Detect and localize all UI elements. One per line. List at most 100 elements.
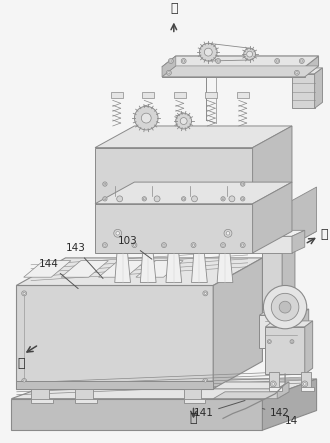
Polygon shape xyxy=(252,126,292,204)
Text: 142: 142 xyxy=(262,408,290,419)
Circle shape xyxy=(102,243,107,248)
Circle shape xyxy=(296,72,298,74)
Circle shape xyxy=(222,198,224,200)
Circle shape xyxy=(267,340,271,344)
Circle shape xyxy=(117,196,123,202)
Circle shape xyxy=(247,51,252,57)
Circle shape xyxy=(170,60,172,62)
Polygon shape xyxy=(292,68,322,74)
Circle shape xyxy=(291,341,293,342)
Polygon shape xyxy=(61,260,108,277)
Polygon shape xyxy=(265,327,305,374)
Polygon shape xyxy=(292,230,305,253)
Circle shape xyxy=(216,58,220,63)
Polygon shape xyxy=(162,56,318,67)
Circle shape xyxy=(183,198,185,200)
Circle shape xyxy=(221,197,225,201)
Circle shape xyxy=(104,183,106,185)
Polygon shape xyxy=(282,246,295,317)
Circle shape xyxy=(301,60,303,62)
Circle shape xyxy=(241,182,245,186)
Polygon shape xyxy=(259,315,299,349)
Circle shape xyxy=(104,244,106,246)
Circle shape xyxy=(220,243,225,248)
Text: 14: 14 xyxy=(285,416,298,426)
Polygon shape xyxy=(237,93,248,98)
Polygon shape xyxy=(16,381,213,389)
Polygon shape xyxy=(95,126,292,148)
Circle shape xyxy=(304,383,306,385)
Polygon shape xyxy=(162,56,176,77)
Circle shape xyxy=(294,70,299,75)
Polygon shape xyxy=(265,321,313,327)
Circle shape xyxy=(141,113,151,123)
Circle shape xyxy=(143,198,145,200)
Circle shape xyxy=(176,113,191,129)
Polygon shape xyxy=(314,68,322,108)
Circle shape xyxy=(134,106,158,130)
Text: 前: 前 xyxy=(17,358,25,370)
Text: 下: 下 xyxy=(190,412,197,425)
Circle shape xyxy=(270,381,276,387)
Polygon shape xyxy=(217,243,233,283)
Polygon shape xyxy=(11,399,262,430)
Text: 103: 103 xyxy=(118,236,152,259)
Polygon shape xyxy=(31,399,53,403)
Circle shape xyxy=(204,292,207,295)
Polygon shape xyxy=(166,243,182,283)
Text: 144: 144 xyxy=(39,259,78,288)
Polygon shape xyxy=(16,285,213,389)
Circle shape xyxy=(192,244,195,246)
Text: 143: 143 xyxy=(66,243,103,279)
Polygon shape xyxy=(31,389,49,400)
Polygon shape xyxy=(292,74,314,108)
Polygon shape xyxy=(11,379,316,399)
Circle shape xyxy=(224,229,232,237)
Circle shape xyxy=(191,243,196,248)
Circle shape xyxy=(163,244,165,246)
Polygon shape xyxy=(162,66,318,77)
Circle shape xyxy=(276,60,278,62)
Polygon shape xyxy=(162,56,318,67)
Polygon shape xyxy=(75,399,97,403)
Polygon shape xyxy=(262,246,295,253)
Circle shape xyxy=(271,293,299,321)
Circle shape xyxy=(166,70,171,75)
Polygon shape xyxy=(162,67,305,77)
Circle shape xyxy=(226,232,230,235)
Polygon shape xyxy=(252,230,305,236)
Polygon shape xyxy=(95,204,252,253)
Polygon shape xyxy=(269,387,282,391)
Text: 141: 141 xyxy=(193,400,245,419)
Circle shape xyxy=(244,48,255,60)
Polygon shape xyxy=(252,231,316,253)
Polygon shape xyxy=(142,93,154,98)
Circle shape xyxy=(133,244,136,246)
Circle shape xyxy=(116,232,119,235)
Circle shape xyxy=(302,381,308,387)
Circle shape xyxy=(279,301,291,313)
Text: 上: 上 xyxy=(170,2,178,15)
Polygon shape xyxy=(115,243,130,283)
Circle shape xyxy=(242,183,244,185)
Polygon shape xyxy=(205,93,217,98)
Circle shape xyxy=(182,60,185,62)
Polygon shape xyxy=(95,182,292,204)
Circle shape xyxy=(272,383,275,385)
Polygon shape xyxy=(277,187,316,253)
Polygon shape xyxy=(277,382,289,399)
Circle shape xyxy=(182,197,186,201)
Polygon shape xyxy=(95,148,252,204)
Circle shape xyxy=(222,244,224,246)
Polygon shape xyxy=(191,243,207,283)
Polygon shape xyxy=(111,93,123,98)
Polygon shape xyxy=(140,243,156,283)
Circle shape xyxy=(299,58,304,63)
Circle shape xyxy=(181,58,186,63)
Circle shape xyxy=(180,117,187,124)
Circle shape xyxy=(23,380,25,382)
Polygon shape xyxy=(299,309,309,349)
Circle shape xyxy=(290,340,294,344)
Circle shape xyxy=(168,58,173,63)
Circle shape xyxy=(242,198,244,200)
